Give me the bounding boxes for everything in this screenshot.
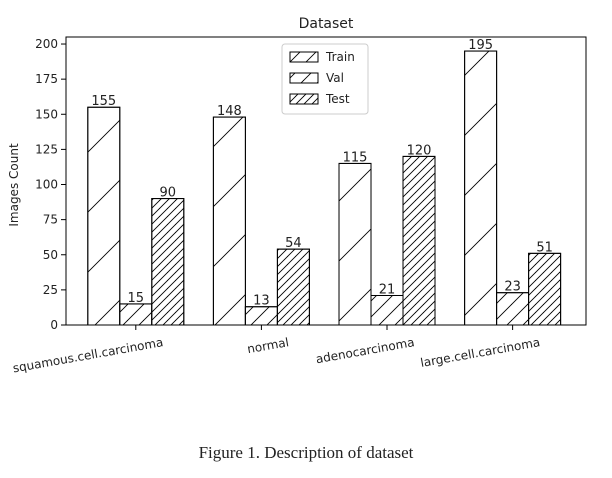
x-tick-label: adenocarcinoma xyxy=(315,335,416,366)
bar-hatch-val xyxy=(370,294,404,326)
legend-label: Val xyxy=(326,71,344,85)
bar-hatch-test xyxy=(402,155,436,326)
y-tick-label: 0 xyxy=(50,318,58,332)
data-label: 21 xyxy=(379,282,396,297)
data-label: 15 xyxy=(128,291,145,306)
legend-swatch-hatch xyxy=(289,51,319,63)
bar-chart: Dataset Images Count 0 25 50 75 100 125 150 175… xyxy=(7,16,587,375)
plot-frame xyxy=(65,36,587,326)
y-axis: 0 25 50 75 100 125 150 175 200 xyxy=(35,37,66,332)
chart-title: Dataset xyxy=(299,16,354,32)
bar-hatch-test xyxy=(276,248,310,326)
data-label: 13 xyxy=(253,294,270,309)
data-label: 115 xyxy=(343,150,368,165)
data-label: 155 xyxy=(91,94,116,109)
y-tick-label: 25 xyxy=(43,283,58,297)
x-tick-label: squamous.cell.carcinoma xyxy=(12,335,165,375)
bar-hatch-train xyxy=(464,50,498,326)
legend: Train Val Test xyxy=(281,43,369,115)
y-tick-label: 50 xyxy=(43,248,58,262)
figure-caption: Figure 1. Description of dataset xyxy=(198,443,414,462)
data-label: 195 xyxy=(468,38,493,53)
x-axis: squamous.cell.carcinoma normal adenocarcin… xyxy=(12,325,541,375)
legend-label: Test xyxy=(325,92,350,106)
y-tick-label: 200 xyxy=(35,37,58,51)
data-label: 90 xyxy=(160,186,177,201)
bar-hatch-val xyxy=(244,306,278,326)
data-label: 54 xyxy=(285,236,302,251)
bar-hatch-train xyxy=(338,162,372,326)
y-tick-label: 175 xyxy=(35,72,58,86)
data-label: 23 xyxy=(504,280,521,295)
data-label: 51 xyxy=(536,240,553,255)
y-tick-label: 75 xyxy=(43,213,58,227)
y-tick-label: 125 xyxy=(35,142,58,156)
bar-hatch-train xyxy=(87,106,121,326)
data-label: 148 xyxy=(217,104,242,119)
x-tick-label: normal xyxy=(246,335,290,356)
legend-swatch-hatch xyxy=(289,93,319,105)
bar-hatch-test xyxy=(151,198,185,326)
bars-group xyxy=(87,50,562,326)
x-tick-label: large.cell.carcinoma xyxy=(419,335,541,370)
y-tick-label: 100 xyxy=(35,178,58,192)
y-axis-label: Images Count xyxy=(7,143,21,227)
bar-hatch-train xyxy=(212,116,246,326)
y-tick-label: 150 xyxy=(35,107,58,121)
data-label: 120 xyxy=(407,143,432,158)
bar-hatch-val xyxy=(496,292,530,326)
data-labels-group: 155 15 90 148 13 54 115 21 120 195 23 51 xyxy=(91,38,552,309)
bar-hatch-test xyxy=(528,252,562,326)
legend-swatch-hatch xyxy=(289,72,319,84)
legend-label: Train xyxy=(325,50,355,64)
bar-hatch-val xyxy=(119,303,153,326)
